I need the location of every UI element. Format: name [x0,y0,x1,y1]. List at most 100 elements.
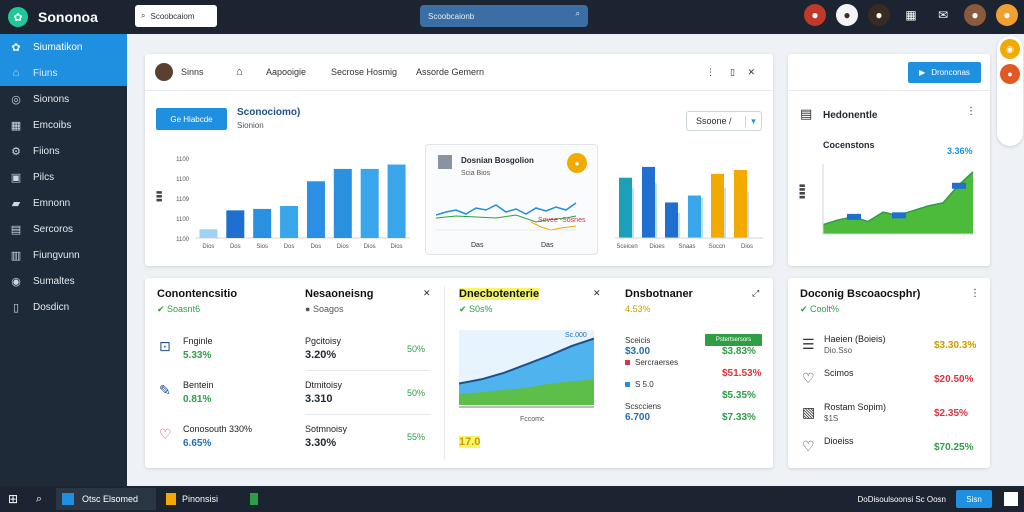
y-axis-icon: ▮▮▮ [156,190,163,202]
row-sublabel: Dio.Sso [824,346,853,355]
sidebar: ✿ Siumatikon ⌂ Fiuns ◎ Sionons ▦ Emcoibs ⚙ Fiions… [0,34,127,486]
search-input[interactable]: ⌕ Scoobcaiom [135,5,217,27]
apps-grid-icon[interactable]: ▦ [905,8,917,22]
sidebar-item[interactable]: ▦ Emcoibs [0,112,127,138]
app-icon [250,493,258,505]
bar[interactable] [711,173,724,238]
user-avatar[interactable]: ● [964,4,986,26]
windows-icon[interactable] [1004,492,1018,506]
panel-e-subtitle-text: Coolt% [810,304,840,314]
bar[interactable] [734,169,747,238]
sidebar-item[interactable]: ⚙ Fiions [0,138,127,164]
gear-icon: ⚙ [11,145,21,158]
y-tick-label: 1100 [176,237,190,243]
avatar-notification-icon[interactable]: ● [804,4,826,26]
home-icon: ⌂ [12,67,20,79]
document-icon: ▤ [800,106,813,121]
play-icon: ▶ [919,68,926,77]
mail-icon[interactable]: ✉ [937,8,949,22]
y-tick-label: 1100 [176,217,190,223]
more-icon[interactable]: ⋮ [706,66,715,77]
side-chart-panel: ▶ Dronconas ▤ Hedonentle ⋮ Cocenstons 3.… [788,54,990,266]
tray-button[interactable]: Sisn [956,490,992,508]
taskbar-app-3[interactable] [244,488,264,510]
panel-c-label-a: Sc.000 [565,332,587,339]
profile-avatar[interactable]: ● [996,4,1018,26]
sidebar-item[interactable]: ▥ Fiungvunn [0,242,127,268]
bar[interactable] [619,177,632,238]
sidebar-item[interactable]: ◎ Sionons [0,86,127,112]
more-icon[interactable]: ⋮ [970,288,980,299]
right-bar-chart: Sceicen Dioes Snaas Soccn Dios [615,166,763,250]
alert-icon[interactable]: ● [1000,64,1020,84]
leaf-icon: ✿ [11,41,21,54]
bar[interactable] [280,206,299,238]
badge-icon[interactable]: ● [567,153,587,173]
taskbar-app-1[interactable]: Otsc Elsomed [56,488,156,510]
tab-2[interactable]: Secrose Hosmig [331,67,398,77]
x-tick-label: Snaas [678,244,695,250]
top-bar: ✿ Sononoa ⌕ Scoobcaiom Scoobcaionb ⌕ ● ●… [0,0,1024,34]
sidebar-item[interactable]: ▯ Dosdicn [0,294,127,320]
sidebar-item-label: Pilcs [33,171,55,183]
start-icon[interactable]: ⊞ [7,492,19,506]
sidebar-item[interactable]: ✿ Siumatikon [0,34,127,60]
sidebar-item[interactable]: ◉ Sumaltes [0,268,127,294]
bar[interactable] [688,195,701,238]
row-value: $20.50% [934,374,974,385]
x-tick-label: Dios [391,244,403,250]
row-label: Haeien (Boieis) [824,334,886,344]
close-icon[interactable]: ✕ [593,288,601,298]
expand-icon[interactable]: ⤢ [752,288,760,298]
row-value: $3.30.3% [934,340,977,351]
search-icon[interactable]: ⌕ [35,492,43,505]
sidebar-item[interactable]: ⌂ Fiuns [0,60,127,86]
row-sublabel: $1S [824,414,839,423]
taskbar-app-2[interactable]: Pinonsisi [160,488,240,510]
avatar[interactable] [155,63,173,81]
row-value: $2.35% [934,408,968,419]
tab-1[interactable]: Aapooigie [266,67,307,77]
bar[interactable] [642,166,655,238]
more-icon[interactable]: ⋮ [966,106,976,117]
header-actions: ● ● ● ▦ ✉ ● ● [804,4,1018,26]
x-tick-label: Dos [230,244,241,250]
bar[interactable] [253,208,272,238]
bell-icon[interactable]: ● [836,4,858,26]
side-chart-percent: 3.36% [947,146,973,156]
tab-3[interactable]: Assorde Gemern [416,67,485,77]
close-icon[interactable]: ✕ [423,288,431,298]
bar[interactable] [333,168,352,238]
divider [788,90,990,91]
sidebar-item[interactable]: ▰ Emnonn [0,190,127,216]
app-logo-icon[interactable]: ✿ [8,7,28,27]
avatar[interactable]: ● [868,4,890,26]
bar[interactable] [360,168,379,238]
app-icon [62,493,74,505]
heart-icon: ♡ [802,370,815,386]
search-placeholder: Scoobcaiom [150,11,195,21]
highlight-marker [952,182,966,189]
clipboard-icon[interactable]: ▯ [730,66,735,77]
sidebar-item[interactable]: ▣ Pilcs [0,164,127,190]
x-tick-label: Sios [256,244,268,250]
sidebar-item[interactable]: ▤ Sercoros [0,216,127,242]
check-icon: ✔ [459,304,470,314]
primary-action-button[interactable]: Ge Hiabcde [156,108,227,130]
bar[interactable] [306,181,325,238]
home-icon[interactable]: ⌂ [236,66,243,78]
bar[interactable] [226,210,245,238]
side-action-button[interactable]: ▶ Dronconas [908,62,981,83]
close-icon[interactable]: ✕ [747,66,755,77]
side-chart-title: Hedonentle [823,110,878,121]
sidebar-item-label: Sercoros [33,223,74,235]
global-search-input[interactable]: Scoobcaionb ⌕ [420,5,588,27]
folder-icon: ▰ [11,197,21,210]
vertical-divider [444,286,445,460]
notification-icon[interactable]: ◉ [1000,39,1020,59]
bar[interactable] [665,202,678,238]
bar[interactable] [199,229,218,238]
mini-card-subtitle: Scia Bios [461,170,491,177]
period-dropdown[interactable]: Ssoone / ▾ [686,111,762,131]
bar[interactable] [387,164,406,238]
